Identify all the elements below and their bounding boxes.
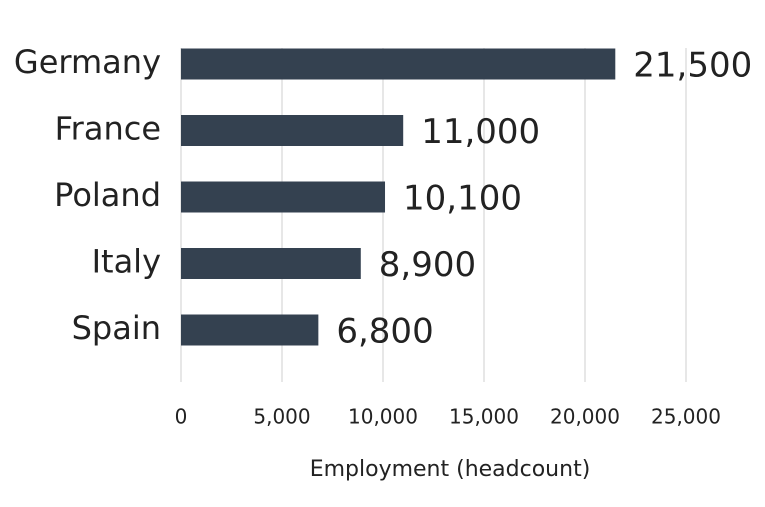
x-tick-label: 5,000	[253, 405, 310, 429]
bar	[181, 48, 616, 80]
bar	[181, 248, 361, 279]
y-tick-label: Spain	[72, 309, 161, 347]
x-tick-label: 25,000	[651, 405, 721, 429]
data-label: 8,900	[379, 245, 476, 285]
y-tick-label: Italy	[92, 243, 161, 281]
data-label: 6,800	[336, 312, 433, 352]
x-tick-label: 0	[175, 405, 188, 429]
bar	[181, 314, 319, 346]
x-tick-label: 20,000	[550, 405, 620, 429]
bar	[181, 181, 386, 213]
x-axis-title: Employment (headcount)	[310, 457, 591, 482]
bar	[181, 115, 404, 146]
data-label: 10,100	[403, 179, 522, 219]
x-tick-label: 15,000	[449, 405, 519, 429]
x-tick-label: 10,000	[348, 405, 418, 429]
y-tick-label: Germany	[14, 43, 161, 81]
y-tick-label: Poland	[54, 176, 161, 214]
data-label: 21,500	[633, 46, 752, 86]
y-tick-label: France	[55, 110, 161, 148]
data-label: 11,000	[421, 112, 540, 152]
